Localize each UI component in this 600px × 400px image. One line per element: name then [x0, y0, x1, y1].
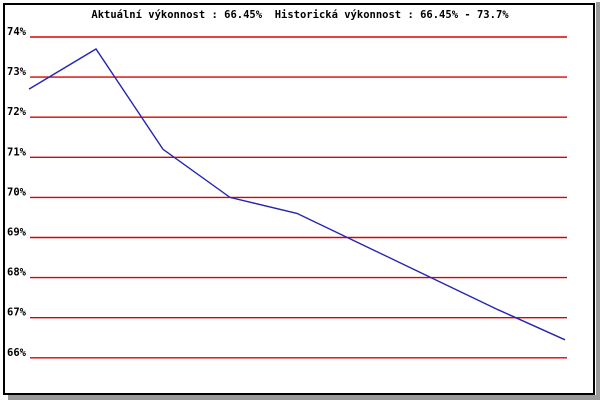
- y-axis-label-70: 70%: [7, 186, 27, 198]
- performance-series-line: [28, 48, 566, 341]
- drop-shadow-bottom: [8, 395, 600, 400]
- y-axis-label-73: 73%: [7, 66, 27, 78]
- chart-panel: [3, 3, 595, 395]
- drop-shadow-right: [596, 2, 600, 400]
- y-axis-label-69: 69%: [7, 227, 27, 239]
- y-axis-label-66: 66%: [7, 347, 27, 359]
- y-axis-label-74: 74%: [7, 26, 27, 38]
- y-axis-label-72: 72%: [7, 106, 27, 118]
- y-axis-label-71: 71%: [7, 146, 27, 158]
- chart-title: Aktuální výkonnost : 66.45% Historická v…: [91, 9, 509, 21]
- y-axis-label-68: 68%: [7, 267, 27, 279]
- y-axis-label-67: 67%: [7, 307, 27, 319]
